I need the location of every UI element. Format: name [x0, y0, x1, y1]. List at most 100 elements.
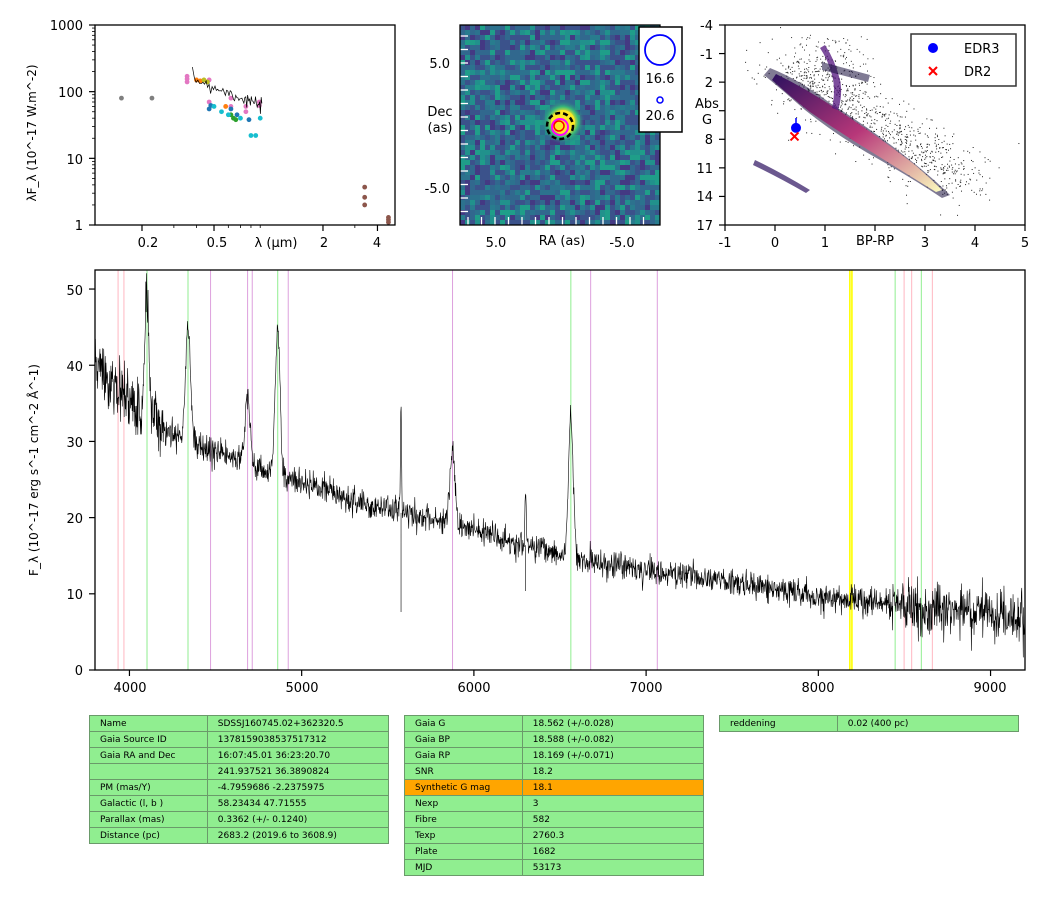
image-pixel — [645, 190, 650, 195]
image-pixel — [580, 215, 585, 220]
sed-xlabel: λ (μm) — [255, 236, 298, 251]
table-key-cell: Gaia RP — [404, 747, 523, 764]
hrd-star — [798, 61, 800, 63]
image-pixel — [475, 170, 480, 175]
image-pixel — [580, 145, 585, 150]
image-pixel — [645, 185, 650, 190]
hrd-star — [940, 167, 942, 169]
image-cutout-panel: 16.6 20.6 5.0 -5.0 Dec (as) 5.0 RA (as) … — [425, 24, 683, 251]
image-pixel — [625, 135, 630, 140]
hrd-star — [817, 56, 819, 58]
image-pixel — [470, 95, 475, 100]
image-pixel — [610, 120, 615, 125]
hrd-star — [757, 72, 759, 74]
hrd-star — [798, 62, 800, 64]
image-pixel — [655, 150, 660, 155]
image-pixel — [625, 170, 630, 175]
image-pixel — [550, 85, 555, 90]
image-pixel — [480, 215, 485, 220]
hrd-star — [930, 119, 932, 121]
image-pixel — [590, 215, 595, 220]
hrd-star — [835, 153, 837, 155]
hrd-star — [818, 70, 820, 72]
hrd-star — [934, 160, 936, 162]
hrd-star — [814, 91, 816, 93]
image-pixel — [580, 175, 585, 180]
image-pixel — [485, 215, 490, 220]
hrd-star — [786, 71, 788, 73]
image-pixel — [460, 55, 465, 60]
image-pixel — [535, 110, 540, 115]
image-pixel — [460, 220, 465, 225]
hrd-star — [934, 169, 936, 171]
image-pixel — [590, 85, 595, 90]
image-pixel — [515, 150, 520, 155]
hrd-star — [852, 63, 854, 65]
hrd-star — [794, 47, 796, 49]
hrd-star — [893, 142, 895, 144]
table-value-cell: SDSSJ160745.02+362320.5 — [206, 715, 390, 732]
image-pixel — [485, 40, 490, 45]
hrd-star — [803, 84, 805, 86]
hrd-star — [828, 96, 830, 98]
hrd-star — [923, 165, 925, 167]
sed-point — [243, 104, 249, 109]
image-pixel — [615, 60, 620, 65]
hrd-star — [884, 128, 886, 130]
sed-point — [225, 112, 231, 118]
hrd-star — [849, 99, 851, 101]
image-pixel — [630, 95, 635, 100]
hrd-star — [800, 78, 802, 80]
hrd-star — [1018, 143, 1020, 145]
hrd-star — [789, 68, 791, 70]
image-pixel — [555, 75, 560, 80]
image-pixel — [545, 90, 550, 95]
sed-point — [386, 219, 391, 225]
hrd-star — [965, 181, 967, 183]
edr3-marker — [791, 122, 801, 133]
image-pixel — [595, 130, 600, 135]
image-pixel — [635, 85, 640, 90]
image-pixel — [500, 70, 505, 75]
image-pixel — [510, 185, 515, 190]
image-pixel — [575, 30, 580, 35]
hrd-star — [797, 60, 799, 62]
hrd-star — [881, 126, 883, 128]
image-pixel — [515, 80, 520, 85]
image-pixel — [465, 210, 470, 215]
image-pixel — [590, 205, 595, 210]
sed-point — [246, 117, 252, 123]
sed-point — [219, 109, 224, 115]
sed-point — [362, 194, 368, 200]
image-pixel — [615, 175, 620, 180]
hrd-star — [925, 163, 927, 165]
image-pixel — [580, 200, 585, 205]
hrd-star — [866, 83, 868, 85]
image-pixel — [595, 60, 600, 65]
image-pixel — [610, 220, 615, 225]
image-pixel — [515, 210, 520, 215]
image-pixel — [560, 60, 565, 65]
hrd-star — [929, 156, 931, 158]
image-pixel — [560, 75, 565, 80]
image-pixel — [610, 180, 615, 185]
image-pixel — [460, 165, 465, 170]
hrd-star — [817, 46, 819, 48]
hrd-star — [809, 81, 811, 83]
hrd-star — [864, 81, 866, 83]
hrd-star — [855, 118, 857, 120]
image-pixel — [540, 45, 545, 50]
hrd-star — [943, 173, 945, 175]
image-pixel — [535, 150, 540, 155]
hrd-star — [906, 142, 908, 144]
image-pixel — [620, 210, 625, 215]
hrd-star — [810, 86, 812, 88]
image-pixel — [480, 160, 485, 165]
sed-axes — [89, 24, 379, 231]
image-pixel — [605, 115, 610, 120]
image-pixel — [625, 105, 630, 110]
sed-point — [201, 77, 207, 83]
hrd-star — [904, 128, 906, 130]
hrd-legend-box — [910, 33, 1017, 87]
image-pixel — [545, 95, 550, 100]
